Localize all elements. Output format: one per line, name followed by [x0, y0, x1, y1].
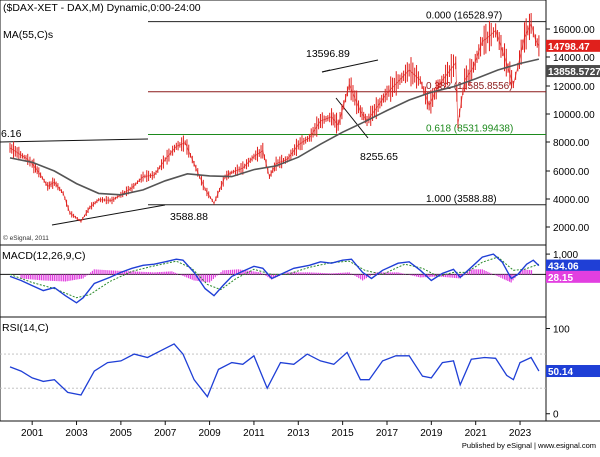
price-axis-label: 4000.00: [553, 195, 590, 206]
price-axis-label: 6000.00: [553, 167, 590, 178]
annotation-3588: 3588.88: [170, 211, 208, 223]
annotation-8255: 8255.65: [360, 151, 398, 163]
macd-series: [0, 253, 546, 304]
rsi-title: RSI(14,C): [2, 322, 49, 334]
rsi-series: [0, 343, 546, 398]
fib-level-label: 0.000 (16528.97): [426, 11, 502, 22]
chart-title: ($DAX-XET - DAX,M) Dynamic,0:00-24:00: [3, 2, 201, 14]
histogram-value-badge-bg: [546, 270, 600, 283]
price-axis-label: 10000.00: [553, 110, 595, 121]
time-axis-label: 2003: [65, 428, 88, 439]
macd-title: MACD(12,26,9,C): [2, 250, 85, 262]
footer-credit: Published by eSignal | www.esignal.com: [462, 441, 596, 450]
fib-level-label: 1.000 (3588.88): [426, 194, 497, 205]
macd-value-badge: 434.06: [548, 262, 579, 273]
time-axis-label: 2015: [332, 428, 355, 439]
price-axis-label: 2000.00: [553, 223, 590, 234]
price-close-line: [9, 22, 540, 222]
trendline-2018-tick: [321, 69, 331, 73]
time-axis-label: 2019: [420, 428, 443, 439]
fibonacci-levels: 0.000 (16528.97) 0.382 (11585.8556) 0.618 …: [148, 11, 546, 206]
last-price-badge-bg: [546, 39, 600, 52]
trendline-covid-drop: [335, 97, 369, 139]
time-axis-label: 2001: [21, 428, 44, 439]
rsi-axis-label: 0: [553, 410, 559, 421]
trendline-2018-top: [321, 59, 379, 73]
histogram-value-badge: 28.15: [548, 273, 573, 284]
ma-value-badge-bg: [546, 65, 600, 78]
price-axis-label: 8000.00: [553, 138, 590, 149]
fib-level-label: 0.382 (11585.8556): [426, 81, 513, 92]
time-axis-label: 2021: [465, 428, 488, 439]
trendlines: 13596.89 8255.65 3588.88: [0, 48, 398, 226]
time-axis-label: 2007: [154, 428, 177, 439]
macd-signal-line: [9, 256, 540, 299]
ma55-line: [9, 58, 540, 196]
rsi-value-badge: 50.14: [548, 367, 573, 378]
price-axis-label: 12000.00: [553, 82, 595, 93]
esignal-watermark: © eSignal, 2011: [3, 234, 49, 242]
time-axis-label: 2011: [243, 428, 265, 439]
macd-line: [9, 253, 540, 304]
macd-value-badge-bg: [546, 259, 600, 272]
ma-label: MA(55,C)s: [3, 29, 53, 41]
trendline-bottom-support: [51, 204, 166, 226]
rsi-line: [9, 343, 540, 398]
price-axis-label: 16000.00: [553, 25, 595, 36]
left-edge-value: 6.16: [1, 128, 22, 140]
time-axis-label: 2017: [376, 428, 399, 439]
last-price-badge: 14798.47: [548, 42, 590, 53]
ma-value-badge: 13858.5727: [548, 67, 600, 78]
annotation-13596: 13596.89: [306, 48, 350, 60]
axes: 16000.00 14000.00 12000.00 10000.00 8000.00 6…: [21, 25, 595, 439]
rsi-axis-label: 100: [553, 325, 570, 336]
price-axis-label: 14000.00: [553, 53, 595, 64]
time-axis-label: 2023: [509, 428, 532, 439]
macd-axis-label: 1,000: [553, 250, 578, 261]
time-axis-label: 2013: [287, 428, 310, 439]
time-axis-label: 2005: [110, 428, 133, 439]
fib-level-label: 0.618 (8531.99438): [426, 124, 513, 135]
price-series: [9, 13, 540, 223]
trendline-top-left: [0, 138, 149, 143]
rsi-value-badge-bg: [546, 365, 600, 378]
time-axis-label: 2009: [198, 428, 221, 439]
